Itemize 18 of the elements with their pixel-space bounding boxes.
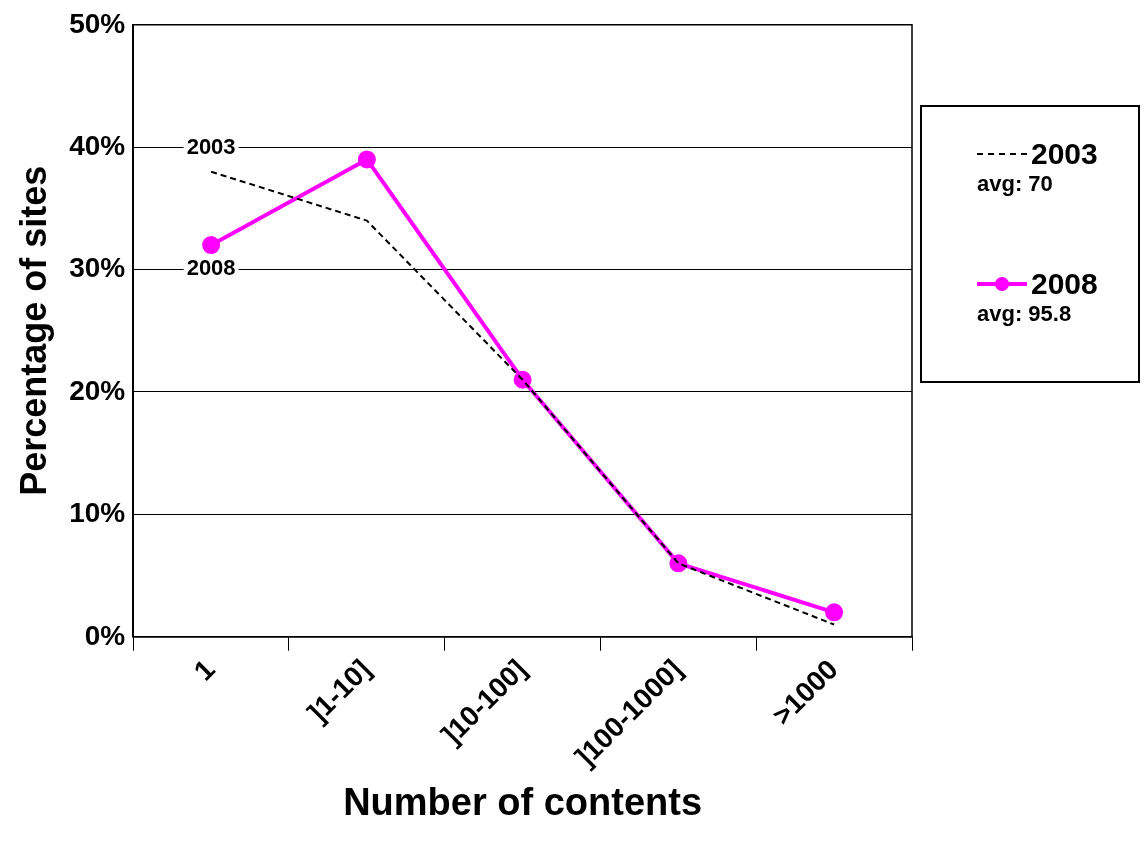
y-tick-label: 40% — [69, 129, 126, 161]
legend-label: 2003 — [1030, 137, 1098, 171]
y-tick-label: 50% — [69, 7, 126, 39]
point — [202, 236, 221, 255]
y-tick-label: 0% — [84, 619, 126, 651]
x-axis-title: Number of contents — [343, 780, 703, 823]
y-tick-label: 30% — [69, 252, 126, 284]
x-tick-label: 1 — [187, 653, 221, 687]
text: avg: 70 — [977, 171, 1054, 197]
text: avg: 95.8 — [977, 301, 1073, 327]
y-tick-label: 10% — [69, 497, 126, 529]
point — [825, 603, 844, 622]
text: 2003 — [186, 133, 236, 159]
point — [357, 150, 376, 169]
y-tick-label: 20% — [69, 374, 126, 406]
legend-label: 2008 — [1030, 267, 1098, 301]
y-axis-title: Percentage of sites — [12, 165, 54, 496]
text: 2008 — [186, 255, 236, 281]
